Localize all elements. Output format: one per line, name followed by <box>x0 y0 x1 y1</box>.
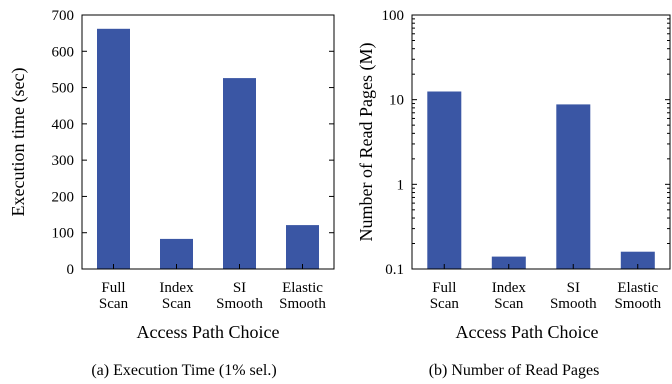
x-tick-label: Scan <box>162 296 192 312</box>
y-tick-label: 300 <box>52 153 75 169</box>
x-tick-label: Full <box>101 280 125 296</box>
y-axis-title: Number of Read Pages (M) <box>356 43 377 242</box>
x-tick-label: Scan <box>99 296 129 312</box>
bar-si-smooth <box>223 78 256 269</box>
bars <box>97 28 319 269</box>
y-tick-label: 0.1 <box>385 262 404 278</box>
x-tick-label: Index <box>492 280 527 296</box>
x-tick-label: Elastic <box>617 280 658 296</box>
bar-index-scan <box>491 256 526 269</box>
y-tick-label: 100 <box>52 226 75 242</box>
y-tick-label: 500 <box>52 81 75 97</box>
x-tick-label: Elastic <box>282 280 323 296</box>
y-tick-label: 10 <box>389 93 404 109</box>
bars <box>427 91 655 270</box>
y-tick-label: 1 <box>397 177 405 193</box>
y-tick-label: 0 <box>67 262 75 278</box>
x-tick-label: Smooth <box>614 296 661 312</box>
x-tick-label: Full <box>432 280 456 296</box>
plot-frame <box>411 14 671 270</box>
bar-full-scan <box>427 91 462 269</box>
x-tick-label: Scan <box>430 296 460 312</box>
y-ticks: 0.1 1 10 100 <box>382 8 670 278</box>
y-tick-label: 100 <box>382 8 405 24</box>
bar-full-scan <box>97 28 130 269</box>
x-tick-label: SI <box>233 280 246 296</box>
bar-elastic-smooth <box>286 225 319 269</box>
y-axis-title: Execution time (sec) <box>8 68 29 217</box>
x-tick-label: SI <box>567 280 580 296</box>
plot-frame <box>81 14 335 270</box>
y-tick-label: 600 <box>52 44 75 60</box>
y-tick-label: 400 <box>52 117 75 133</box>
x-tick-label: Scan <box>494 296 524 312</box>
x-tick-label: Index <box>159 280 194 296</box>
x-tick-label: Smooth <box>216 296 263 312</box>
bar-si-smooth <box>556 104 591 270</box>
x-axis-title: Access Path Choice <box>137 322 280 342</box>
caption: (a) Execution Time (1% sel.) <box>91 362 276 379</box>
x-axis-title: Access Path Choice <box>456 322 599 342</box>
y-tick-label: 200 <box>52 189 75 205</box>
bar-elastic-smooth <box>620 251 655 269</box>
y-tick-label: 700 <box>52 8 75 24</box>
bar-index-scan <box>160 238 193 269</box>
y-ticks: 0 100 200 300 400 500 600 700 <box>52 8 334 278</box>
caption: (b) Number of Read Pages <box>429 362 600 379</box>
x-tick-label: Smooth <box>550 296 597 312</box>
x-tick-label: Smooth <box>279 296 326 312</box>
